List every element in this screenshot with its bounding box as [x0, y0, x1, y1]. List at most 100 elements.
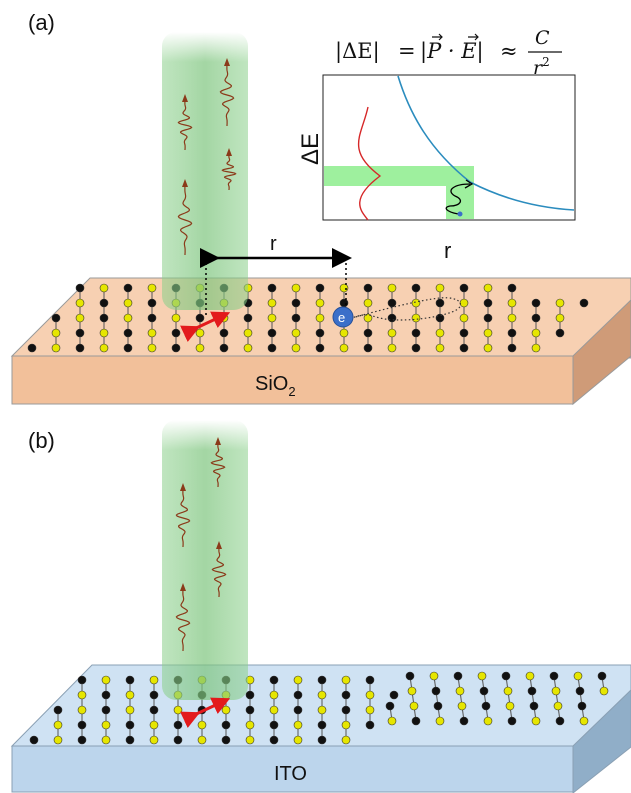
metal-atom — [341, 690, 351, 700]
sio2-substrate: SiO2 — [10, 277, 631, 406]
metal-atom — [125, 720, 135, 730]
sulfur-atom — [173, 705, 183, 715]
metal-atom — [507, 343, 517, 353]
metal-atom — [577, 701, 587, 711]
wavepacket — [177, 179, 193, 255]
sulfur-atom — [75, 298, 85, 308]
metal-atom — [341, 705, 351, 715]
sulfur-atom — [341, 735, 351, 745]
sulfur-atom — [435, 343, 445, 353]
sulfur-atom — [387, 343, 397, 353]
dipole-arrow-b — [180, 697, 231, 728]
metal-atom — [431, 686, 441, 696]
metal-atom — [411, 716, 421, 726]
metal-atom — [459, 328, 469, 338]
sulfur-atom — [409, 701, 419, 711]
sulfur-atom — [531, 343, 541, 353]
metal-atom — [221, 720, 231, 730]
sulfur-atom — [195, 343, 205, 353]
sulfur-atom — [459, 313, 469, 323]
sulfur-atom — [411, 298, 421, 308]
sulfur-atom — [147, 328, 157, 338]
metal-atom — [317, 735, 327, 745]
metal-atom — [507, 716, 517, 726]
wavepacket — [175, 483, 191, 547]
sulfur-atom — [317, 705, 327, 715]
sulfur-atom — [531, 328, 541, 338]
metal-atom — [529, 701, 539, 711]
metal-atom — [315, 343, 325, 353]
light-beam-a — [162, 32, 248, 310]
metal-atom — [219, 343, 229, 353]
sulfur-atom — [245, 720, 255, 730]
sulfur-atom — [291, 328, 301, 338]
electron: e — [332, 297, 462, 328]
metal-atom — [51, 313, 61, 323]
zigzag-arrow — [464, 179, 474, 189]
metal-atom — [245, 705, 255, 715]
sulfur-atom — [123, 298, 133, 308]
panel-a-label: (a) — [28, 10, 55, 35]
sulfur-atom — [99, 283, 109, 293]
photon-wavepackets-b — [175, 437, 227, 651]
metal-atom — [101, 705, 111, 715]
sulfur-atom — [269, 690, 279, 700]
sulfur-atom — [459, 298, 469, 308]
metal-atom — [453, 671, 463, 681]
sulfur-atom — [245, 735, 255, 745]
sulfur-atom — [101, 735, 111, 745]
sulfur-atom — [149, 735, 159, 745]
inset-xlabel: r — [444, 238, 451, 263]
sulfur-atom — [503, 686, 513, 696]
metal-atom — [29, 735, 39, 745]
sulfur-atom — [531, 716, 541, 726]
photon-wavepackets-a — [177, 58, 237, 255]
sulfur-atom — [483, 716, 493, 726]
energy-distribution — [357, 106, 382, 221]
dipole-arrow-a — [180, 311, 231, 342]
metal-atom — [363, 328, 373, 338]
sulfur-atom — [553, 701, 563, 711]
distance-label: r — [270, 233, 277, 255]
metal-atom — [171, 343, 181, 353]
metal-atom — [219, 328, 229, 338]
distance-indicator: r — [200, 233, 352, 318]
sulfur-atom — [555, 298, 565, 308]
metal-atom — [147, 313, 157, 323]
sulfur-atom — [149, 720, 159, 730]
sulfur-atom — [579, 716, 589, 726]
metal-atom — [315, 328, 325, 338]
sulfur-atom — [101, 675, 111, 685]
metal-atom — [291, 313, 301, 323]
metal-atom — [531, 313, 541, 323]
metal-atom — [267, 343, 277, 353]
metal-atom — [459, 716, 469, 726]
metal-atom — [267, 328, 277, 338]
metal-atom — [221, 735, 231, 745]
sulfur-atom — [197, 720, 207, 730]
metal-atom — [365, 675, 375, 685]
sulfur-atom — [293, 735, 303, 745]
metal-atom — [269, 735, 279, 745]
metal-atom — [149, 690, 159, 700]
metal-atom — [77, 675, 87, 685]
metal-atom — [459, 343, 469, 353]
metal-atom — [555, 716, 565, 726]
sulfur-atom — [99, 343, 109, 353]
panel-b-label: (b) — [28, 428, 55, 453]
wavepacket — [210, 437, 226, 487]
metal-atom — [75, 343, 85, 353]
sulfur-atom — [221, 705, 231, 715]
metal-atom — [411, 283, 421, 293]
sulfur-atom — [243, 328, 253, 338]
formula-dot-expr: |P · E| — [420, 39, 484, 64]
formula: |ΔE| = |P · E| ≈ C r2 — [335, 27, 562, 79]
formula-approx: ≈ — [500, 39, 518, 63]
sulfur-atom — [387, 283, 397, 293]
sulfur-atom — [77, 690, 87, 700]
panel-b: (b) ITO — [10, 420, 631, 793]
metal-atom — [75, 328, 85, 338]
sulfur-atom — [293, 675, 303, 685]
sulfur-atom — [507, 298, 517, 308]
